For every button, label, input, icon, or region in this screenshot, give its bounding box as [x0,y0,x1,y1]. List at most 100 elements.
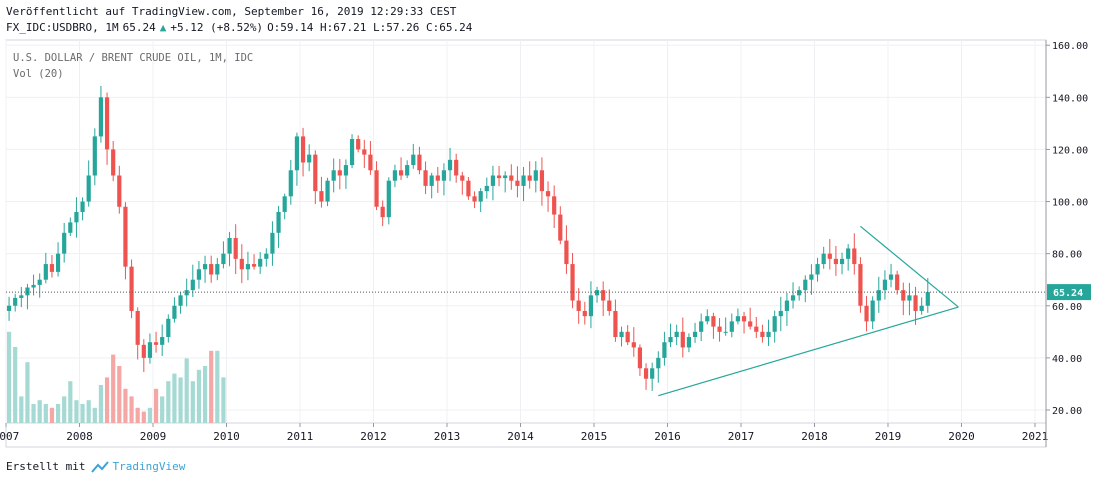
candle-body [417,154,422,171]
tradingview-brand: TradingView [112,460,186,473]
candle-body [496,175,502,179]
candle-body [472,196,477,202]
y-tick-label: 160.00 [1052,41,1088,52]
candle-body [104,97,110,150]
candle-body [276,211,281,233]
candle-body [748,321,753,327]
candle-body [643,368,649,379]
candle-body [166,318,171,338]
candle-body [153,342,159,345]
candle-body [686,337,692,348]
candle-body [882,279,888,291]
x-tick-label: 2019 [875,430,902,443]
candle-body [68,222,73,233]
candle-body [754,326,759,332]
published-text: Veröffentlicht auf TradingView.com, Sept… [6,5,457,18]
candle-body [264,253,269,259]
volume-bar [92,407,97,423]
candle-body [858,264,863,306]
candle-body [160,337,165,345]
candle-body [760,331,765,338]
candle-body [380,206,385,218]
volume-bar [129,396,134,423]
x-tick-label: 2015 [581,430,608,443]
candle-body [374,170,379,207]
volume-bar [68,381,73,423]
candle-body [86,175,91,202]
volume-bar [62,396,67,423]
x-tick-label: 2010 [213,430,240,443]
candle-body [821,253,826,265]
candle-body [784,300,790,311]
candle-body [619,331,624,338]
candle-body [521,175,526,186]
candle-body [846,248,851,259]
candle-body [147,342,153,358]
candle-body [662,342,667,358]
candle-body [31,284,36,288]
trendline [658,306,959,397]
volume-bar [172,373,177,423]
candle-body [864,305,869,322]
x-tick-label: 2012 [360,430,387,443]
grid [5,39,1047,448]
volume-bar [166,381,171,423]
candle-body [117,175,122,207]
candle-body [209,264,214,275]
x-tick-label: 2011 [287,430,314,443]
candle-body [405,165,410,176]
volume-bar [111,354,116,423]
candle-body [307,154,312,163]
candle-body [478,191,483,202]
tradingview-logo[interactable]: TradingView [91,460,185,473]
candle-body [331,170,336,181]
volume-bar [123,388,128,423]
volume-bar [43,404,48,423]
candle-body [270,232,275,254]
candle-body [895,274,900,291]
volume-bar [74,400,79,423]
x-tick-label: 2014 [507,430,534,443]
candle-body [888,274,894,280]
volume-bar [153,388,159,423]
candle-body [43,264,48,280]
candle-body [325,180,330,202]
candle-body [196,269,202,280]
candle-body [527,175,532,181]
candle-body [172,305,177,319]
trendline [860,225,959,308]
volume-bar [55,404,61,423]
candle-body [766,331,771,338]
candle-body [741,316,747,322]
candle-body [588,295,594,317]
x-tick-label: 2008 [66,430,93,443]
volume-bar [86,400,91,423]
candle-body [362,149,367,155]
candle-body [215,264,220,275]
candle-body [576,300,581,311]
volume-bar [147,407,153,423]
y-tick-label: 40.00 [1052,354,1082,365]
created-with-text: Erstellt mit [6,460,86,473]
volume-bar [49,407,55,423]
candle-body [901,290,906,301]
candle-body [245,264,251,270]
x-tick-label: 2020 [948,430,975,443]
candle-body [386,180,391,218]
candle-body [601,290,606,301]
up-arrow-icon: ▲ [159,21,167,34]
candle-body [55,253,61,272]
volume-bar [202,366,208,423]
candle-body [239,258,244,270]
candle-body [111,149,116,176]
y-tick-label: 80.00 [1052,250,1082,261]
plot-frame [5,39,1047,448]
candle-body [392,170,398,181]
candle-body [135,310,140,345]
candle-body [735,316,741,322]
volume-bars [6,331,226,423]
candle-body [680,331,685,348]
candle-body [466,180,471,197]
candle-body [876,290,881,301]
